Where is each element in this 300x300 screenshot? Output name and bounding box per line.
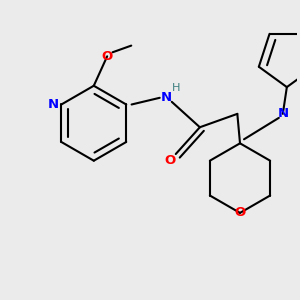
Text: N: N (48, 98, 59, 111)
Text: N: N (277, 107, 288, 120)
Text: O: O (234, 206, 246, 219)
Text: O: O (101, 50, 113, 63)
Text: N: N (161, 91, 172, 104)
Text: H: H (172, 83, 180, 93)
Text: O: O (165, 154, 176, 167)
